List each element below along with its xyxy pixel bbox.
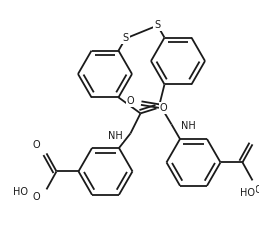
Text: O: O <box>258 131 259 141</box>
Text: S: S <box>154 20 161 30</box>
Text: O: O <box>127 96 134 106</box>
Text: HO: HO <box>240 188 255 198</box>
Text: O: O <box>33 140 40 150</box>
Text: O: O <box>160 103 167 113</box>
Text: NH: NH <box>108 131 123 141</box>
Text: NH: NH <box>182 121 196 131</box>
Text: OH: OH <box>255 185 259 195</box>
Text: HO: HO <box>13 187 28 197</box>
Text: O: O <box>33 192 40 202</box>
Text: S: S <box>123 33 128 44</box>
